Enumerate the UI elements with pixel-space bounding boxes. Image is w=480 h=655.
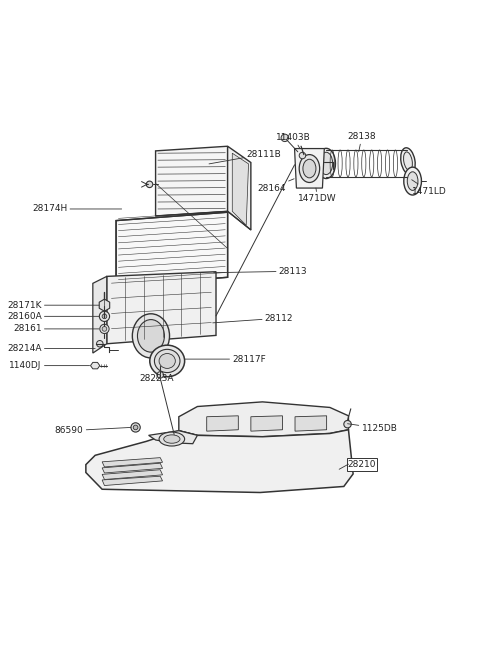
FancyBboxPatch shape (347, 458, 377, 471)
Polygon shape (93, 276, 107, 353)
Circle shape (133, 425, 138, 430)
Ellipse shape (407, 172, 418, 191)
Text: 28223A: 28223A (139, 374, 174, 383)
Text: 28111B: 28111B (209, 149, 281, 164)
Text: 28117F: 28117F (185, 354, 266, 364)
Ellipse shape (320, 152, 333, 175)
Ellipse shape (150, 345, 185, 377)
Text: 28160A: 28160A (7, 312, 99, 321)
Ellipse shape (132, 314, 169, 358)
Text: 1471DW: 1471DW (298, 188, 337, 203)
Circle shape (157, 371, 164, 378)
Circle shape (281, 134, 288, 141)
Circle shape (344, 421, 351, 428)
Text: 28214A: 28214A (7, 344, 95, 353)
Text: 11403B: 11403B (276, 134, 311, 148)
Ellipse shape (303, 159, 316, 178)
Text: 28164: 28164 (257, 179, 294, 193)
Text: 1140DJ: 1140DJ (9, 361, 90, 370)
Ellipse shape (164, 435, 180, 443)
Polygon shape (207, 416, 238, 431)
Polygon shape (102, 476, 163, 485)
Polygon shape (232, 153, 249, 225)
Polygon shape (116, 212, 228, 286)
Ellipse shape (159, 354, 175, 368)
Text: 1471LD: 1471LD (412, 179, 446, 196)
Text: 28171K: 28171K (7, 301, 99, 310)
Polygon shape (179, 402, 348, 437)
Text: 28161: 28161 (13, 324, 99, 333)
Polygon shape (102, 458, 163, 467)
Polygon shape (295, 149, 324, 188)
Ellipse shape (99, 311, 109, 322)
Circle shape (100, 324, 109, 333)
Text: 86590: 86590 (55, 426, 131, 435)
Text: 28210: 28210 (348, 460, 376, 468)
Polygon shape (156, 146, 228, 216)
Circle shape (102, 327, 107, 331)
Polygon shape (107, 272, 216, 344)
Ellipse shape (317, 148, 336, 179)
Circle shape (131, 422, 140, 432)
Ellipse shape (155, 349, 180, 373)
Text: 28112: 28112 (213, 314, 293, 323)
Circle shape (146, 181, 153, 187)
Ellipse shape (299, 155, 320, 183)
Polygon shape (99, 299, 110, 311)
Polygon shape (251, 416, 282, 431)
Text: 28113: 28113 (214, 267, 307, 276)
Polygon shape (91, 362, 100, 369)
Polygon shape (86, 430, 353, 493)
Polygon shape (102, 470, 163, 479)
Ellipse shape (159, 432, 185, 446)
Polygon shape (228, 146, 251, 230)
Ellipse shape (404, 152, 412, 170)
Text: 28138: 28138 (348, 132, 376, 152)
Ellipse shape (401, 148, 415, 174)
Text: 28174H: 28174H (32, 204, 121, 214)
Ellipse shape (137, 320, 165, 352)
Ellipse shape (102, 314, 107, 319)
Text: 1125DB: 1125DB (348, 424, 397, 433)
Circle shape (299, 152, 306, 159)
Polygon shape (102, 463, 163, 473)
Circle shape (96, 341, 103, 347)
Ellipse shape (404, 167, 421, 195)
Polygon shape (295, 416, 326, 431)
Polygon shape (149, 431, 197, 443)
